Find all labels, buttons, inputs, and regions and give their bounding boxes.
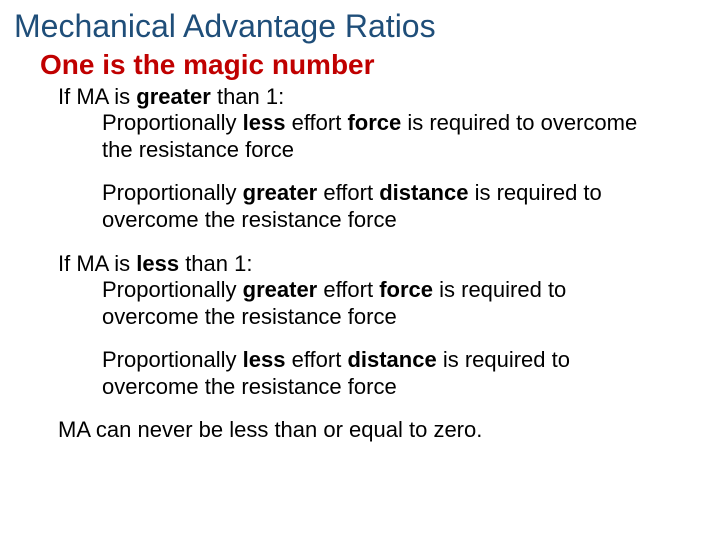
text-fragment: effort bbox=[317, 180, 379, 205]
paragraph-lt-force: Proportionally greater effort force is r… bbox=[102, 277, 666, 331]
text-bold: distance bbox=[379, 180, 468, 205]
text-fragment: Proportionally bbox=[102, 180, 243, 205]
text-fragment: If MA is bbox=[58, 84, 136, 109]
text-fragment: Proportionally bbox=[102, 110, 243, 135]
text-bold: less bbox=[243, 347, 286, 372]
text-fragment: Proportionally bbox=[102, 277, 243, 302]
text-fragment: effort bbox=[285, 347, 347, 372]
text-bold: greater bbox=[136, 84, 211, 109]
text-bold: force bbox=[347, 110, 401, 135]
slide-title: Mechanical Advantage Ratios bbox=[14, 8, 706, 45]
paragraph-gt-distance: Proportionally greater effort distance i… bbox=[102, 180, 666, 234]
text-fragment: effort bbox=[317, 277, 379, 302]
text-fragment: effort bbox=[285, 110, 347, 135]
text-fragment: than 1: bbox=[179, 251, 252, 276]
text-bold: greater bbox=[243, 180, 318, 205]
slide-subtitle: One is the magic number bbox=[40, 49, 706, 81]
text-fragment: than 1: bbox=[211, 84, 284, 109]
text-bold: less bbox=[136, 251, 179, 276]
text-bold: distance bbox=[347, 347, 436, 372]
paragraph-gt-force: Proportionally less effort force is requ… bbox=[102, 110, 666, 164]
section-head-less: If MA is less than 1: bbox=[58, 250, 706, 278]
text-bold: greater bbox=[243, 277, 318, 302]
text-fragment: Proportionally bbox=[102, 347, 243, 372]
text-bold: force bbox=[379, 277, 433, 302]
text-fragment: If MA is bbox=[58, 251, 136, 276]
text-bold: less bbox=[243, 110, 286, 135]
paragraph-lt-distance: Proportionally less effort distance is r… bbox=[102, 347, 666, 401]
closing-statement: MA can never be less than or equal to ze… bbox=[58, 416, 676, 444]
section-head-greater: If MA is greater than 1: bbox=[58, 83, 706, 111]
